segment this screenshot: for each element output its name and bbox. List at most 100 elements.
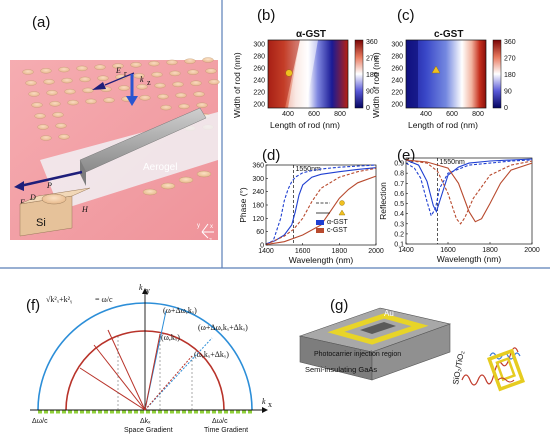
colorbar-tick-label: 360 — [366, 39, 378, 46]
panel-e: (e) 1550nm 1400 1600 1800 2000 0.1 0.2 0.3 0.4 0.… — [378, 147, 540, 264]
ytick-label: 0.7 — [394, 181, 404, 188]
disk — [175, 92, 187, 99]
xtick-label: 1800 — [332, 248, 348, 255]
ytick-label: 280 — [391, 54, 403, 61]
ytick-label: 0.8 — [394, 171, 404, 178]
panel-a-label: (a) — [32, 14, 50, 31]
ytick-label: 200 — [253, 102, 265, 109]
si-label: Si — [36, 217, 46, 229]
series-line — [405, 158, 533, 214]
panel-d-label: (d) — [262, 147, 280, 164]
disk — [22, 69, 34, 75]
disk — [142, 188, 158, 196]
panel-c-label: (c) — [397, 7, 415, 24]
panel-g-label: (g) — [330, 297, 348, 314]
xtick-label: 2000 — [368, 248, 384, 255]
disk — [97, 75, 109, 81]
ytick-label: 200 — [391, 102, 403, 109]
colorbar-b — [354, 39, 364, 109]
axis-triad: y x z — [197, 223, 214, 244]
ytick-label: 180 — [252, 203, 264, 210]
colorbar-c — [492, 39, 502, 109]
y-axis-label: Phase (°) — [238, 187, 248, 223]
ytick-label: 300 — [252, 176, 264, 183]
wavelength-marker-label: 1550nm — [440, 159, 465, 166]
plot-frame — [405, 157, 533, 245]
disk — [37, 124, 49, 130]
disk — [118, 85, 130, 91]
disk — [172, 81, 184, 88]
disk — [160, 104, 172, 111]
xtick-label: 400 — [282, 111, 294, 118]
disk — [166, 59, 178, 66]
disk — [130, 62, 142, 68]
ytick-label: 240 — [391, 78, 403, 85]
disk — [40, 68, 52, 74]
disk — [61, 77, 73, 84]
disk — [112, 63, 124, 69]
P-label: P — [46, 181, 52, 190]
k-sub: z — [147, 78, 151, 87]
colorbar-tick-label: 270 — [366, 56, 378, 63]
xtick-label: 400 — [420, 111, 432, 118]
ytick-label: 0.9 — [394, 161, 404, 168]
H-label: H — [81, 205, 89, 214]
disk — [202, 57, 214, 63]
legend-circle-marker — [339, 200, 345, 206]
panel-d: (d) 1550nm 1400 1600 1800 2000 0 60 120 180 240 30… — [238, 147, 384, 265]
D-label: D — [29, 193, 36, 202]
xtick-label: 600 — [446, 111, 458, 118]
disk — [55, 123, 67, 129]
disk — [136, 84, 148, 90]
disk — [178, 103, 190, 110]
ytick-label: 300 — [391, 42, 403, 49]
disk — [160, 182, 176, 190]
disk — [196, 102, 208, 108]
c-ylabel: Width of rod (nm) — [371, 52, 381, 118]
k-label: k — [140, 75, 144, 84]
panel-g: (g) Au Photocarrier injection region Sem… — [298, 297, 525, 392]
disk — [115, 74, 127, 80]
x-axis-label: Wavelength (nm) — [289, 255, 354, 265]
f-label-4: (ω,kₓ+Δkₓ) — [194, 350, 229, 359]
series-line — [265, 167, 377, 246]
xtick-label: 1800 — [482, 247, 498, 254]
disk — [58, 66, 70, 73]
disk — [190, 80, 202, 86]
panel-e-label: (e) — [397, 147, 415, 164]
ytick-label: 60 — [256, 229, 264, 236]
disk — [52, 112, 64, 118]
disk — [43, 79, 55, 85]
ytick-label: 240 — [253, 78, 265, 85]
xtick-label: 1400 — [398, 247, 414, 254]
F-label: F — [19, 198, 25, 207]
legend-swatch — [316, 220, 324, 225]
ytick-label: 300 — [253, 42, 265, 49]
b-ylabel: Width of rod (nm) — [232, 52, 242, 118]
ytick-label: 0.5 — [394, 201, 404, 208]
au-label: Au — [384, 309, 394, 318]
disk — [157, 93, 169, 100]
disk — [184, 58, 196, 64]
f-space-gradient: Space Gradient — [124, 427, 173, 434]
eq-right: = ω/c — [95, 295, 113, 304]
srr-outer — [487, 348, 525, 392]
E-label: E — [115, 66, 121, 75]
disk — [196, 170, 212, 178]
panel-a: (a) F E r k z Aerogel Si D H P — [10, 14, 220, 244]
disk — [208, 79, 220, 85]
disk — [28, 91, 40, 97]
srr-inner — [495, 356, 516, 382]
disk — [193, 91, 205, 97]
xtick-label: 800 — [472, 111, 484, 118]
colorbar-tick-label: 90 — [366, 89, 374, 96]
eq-left: √k²ₓ+k²ᵧ — [46, 295, 73, 304]
kx-label: k — [262, 397, 266, 406]
alpha-gst-title: α-GST — [296, 29, 326, 40]
disk — [205, 68, 217, 74]
series-line — [265, 167, 377, 245]
ytick-label: 220 — [253, 90, 265, 97]
aerogel-label: Aerogel — [143, 162, 177, 173]
legend-triangle-marker — [338, 209, 346, 216]
disk — [139, 95, 151, 101]
